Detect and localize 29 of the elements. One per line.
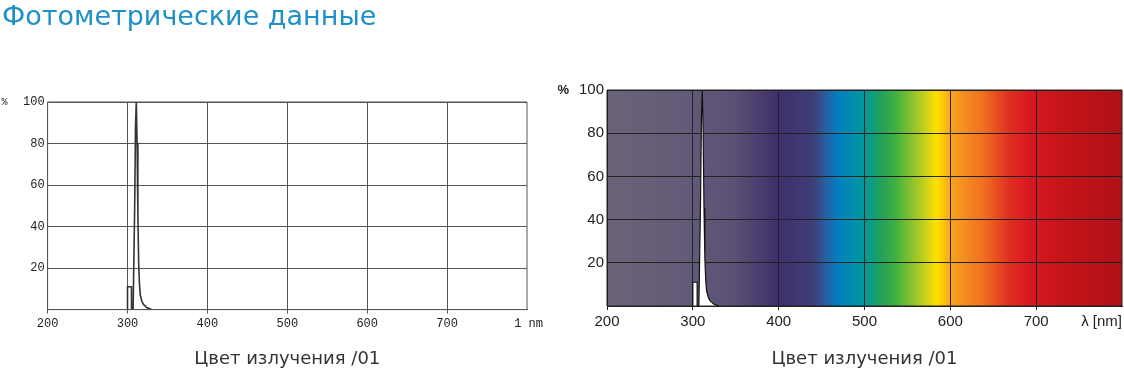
y-tick-label: 60 xyxy=(587,166,605,184)
x-tick-label: 200 xyxy=(36,316,59,331)
x-tick-label: 500 xyxy=(276,316,299,331)
text: Цвет излучения /01 xyxy=(771,346,958,368)
x-tick-label: 600 xyxy=(356,316,379,331)
x-tick-label: 300 xyxy=(116,316,139,331)
x-tick-label: 600 xyxy=(937,312,963,330)
y-tick-label: 100 xyxy=(579,80,605,98)
y-axis-title: % xyxy=(557,81,570,97)
x-tick-label: 300 xyxy=(680,312,706,330)
y-tick-label: 20 xyxy=(587,252,605,270)
y-tick-label: 80 xyxy=(587,123,605,141)
y-tick-label: 100 xyxy=(22,95,45,110)
x-tick-label: 400 xyxy=(196,316,219,331)
text: Цвет излучения /01 xyxy=(194,346,381,368)
x-axis-title: 1 nm xyxy=(514,316,543,331)
y-axis-title: % xyxy=(1,96,8,108)
x-tick-label: 200 xyxy=(594,312,620,330)
y-tick-label: 40 xyxy=(587,209,605,227)
y-tick-label: 20 xyxy=(30,261,45,276)
x-tick-label: 700 xyxy=(436,316,458,331)
x-tick-label: 700 xyxy=(1023,312,1049,330)
y-tick-label: 80 xyxy=(30,136,45,151)
y-tick-label: 60 xyxy=(30,178,45,193)
chart-title: Фотометрические данные xyxy=(2,0,377,31)
y-tick-label: 40 xyxy=(30,219,45,234)
x-tick-label: 400 xyxy=(766,312,792,330)
x-tick-label: 500 xyxy=(852,312,878,330)
x-axis-title: λ [nm] xyxy=(1081,311,1122,329)
